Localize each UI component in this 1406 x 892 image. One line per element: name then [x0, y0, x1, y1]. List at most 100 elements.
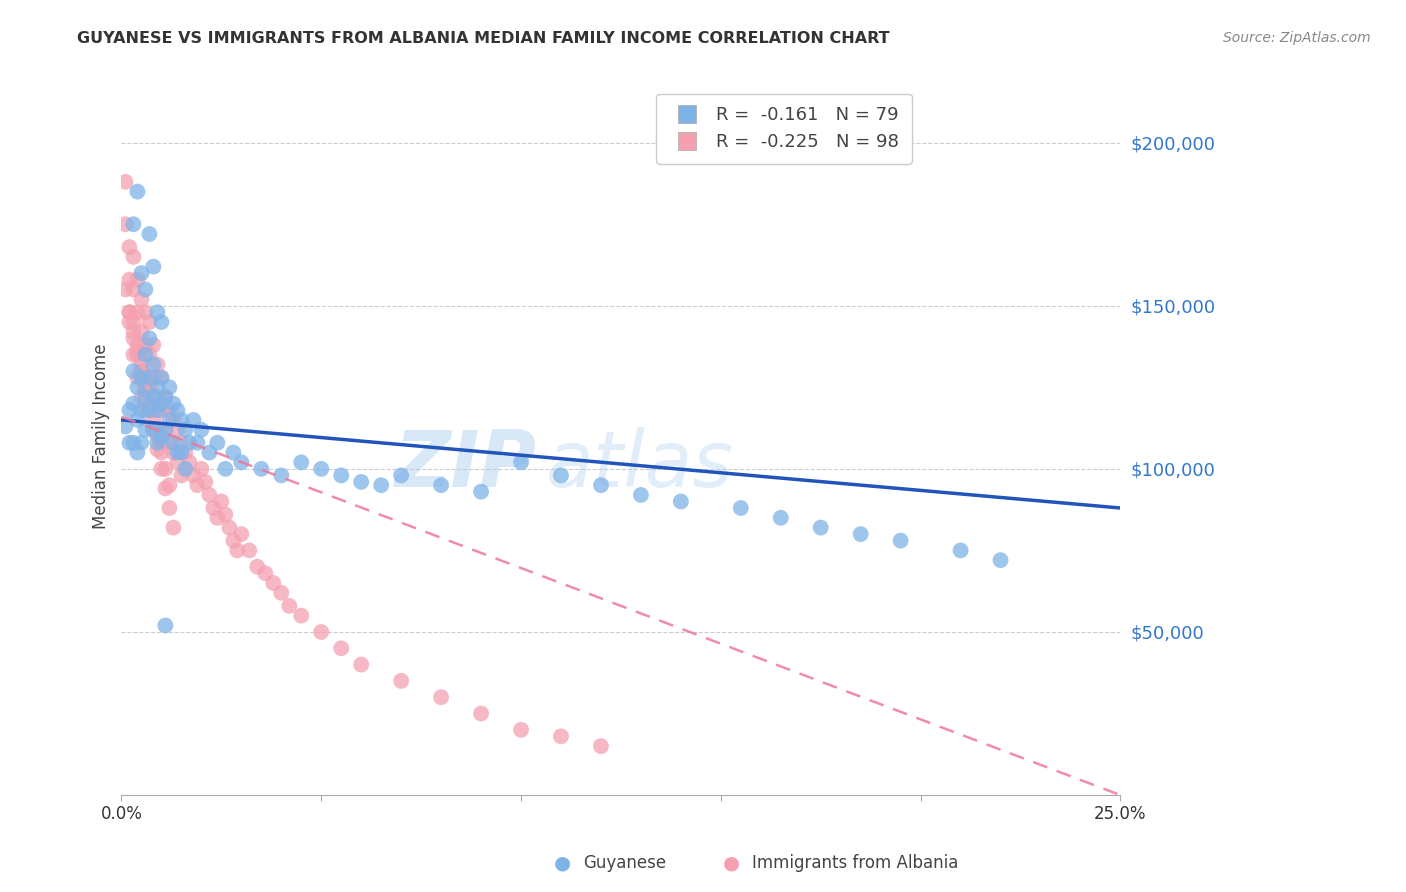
Point [127, 413, 149, 427]
Point [226, 543, 249, 558]
Text: ●: ● [554, 854, 571, 872]
Point [138, 331, 160, 345]
Point [131, 364, 153, 378]
Point [157, 380, 180, 394]
Point [170, 445, 193, 459]
Point [138, 403, 160, 417]
Point [131, 435, 153, 450]
Point [150, 445, 173, 459]
Point [138, 403, 160, 417]
Point [207, 435, 229, 450]
Point [589, 478, 612, 492]
Point [114, 419, 136, 434]
Point [146, 380, 169, 394]
Point [179, 455, 201, 469]
Point [127, 370, 149, 384]
Point [155, 482, 177, 496]
Point [134, 384, 156, 398]
Point [730, 501, 752, 516]
Point [250, 462, 273, 476]
Point [142, 358, 165, 372]
Point [290, 608, 312, 623]
Point [162, 413, 184, 427]
Point [166, 423, 188, 437]
Point [990, 553, 1012, 567]
Point [218, 520, 240, 534]
Point [157, 403, 180, 417]
Point [194, 475, 217, 489]
Point [134, 305, 156, 319]
Point [389, 468, 412, 483]
Point [166, 445, 188, 459]
Point [146, 442, 169, 457]
Point [162, 435, 184, 450]
Point [150, 370, 173, 384]
Point [142, 413, 165, 427]
Point [190, 423, 212, 437]
Point [146, 435, 169, 450]
Point [162, 520, 184, 534]
Point [330, 468, 353, 483]
Point [389, 673, 412, 688]
Point [202, 501, 225, 516]
Point [134, 403, 156, 417]
Point [157, 413, 180, 427]
Point [262, 576, 284, 591]
Point [150, 462, 173, 476]
Point [222, 533, 245, 548]
Point [142, 338, 165, 352]
Point [510, 723, 533, 737]
Point [890, 533, 912, 548]
Point [138, 370, 160, 384]
Point [190, 462, 212, 476]
Point [183, 468, 205, 483]
Point [134, 380, 156, 394]
Y-axis label: Median Family Income: Median Family Income [93, 343, 110, 529]
Point [231, 527, 253, 541]
Text: GUYANESE VS IMMIGRANTS FROM ALBANIA MEDIAN FAMILY INCOME CORRELATION CHART: GUYANESE VS IMMIGRANTS FROM ALBANIA MEDI… [77, 31, 890, 46]
Point [118, 305, 141, 319]
Point [122, 250, 145, 264]
Point [231, 455, 253, 469]
Point [131, 292, 153, 306]
Point [309, 624, 332, 639]
Point [138, 315, 160, 329]
Point [138, 380, 160, 394]
Point [278, 599, 301, 613]
Point [155, 462, 177, 476]
Point [146, 305, 169, 319]
Point [122, 435, 145, 450]
Point [810, 520, 832, 534]
Point [222, 445, 245, 459]
Point [118, 305, 141, 319]
Point [589, 739, 612, 753]
Point [246, 559, 269, 574]
Point [309, 462, 332, 476]
Point [150, 397, 173, 411]
Point [170, 435, 193, 450]
Point [157, 501, 180, 516]
Point [270, 586, 292, 600]
Point [142, 370, 165, 384]
Point [849, 527, 872, 541]
Point [131, 390, 153, 404]
Point [238, 543, 260, 558]
Point [150, 315, 173, 329]
Point [114, 283, 136, 297]
Point [170, 413, 193, 427]
Point [127, 338, 149, 352]
Point [142, 260, 165, 274]
Point [550, 468, 572, 483]
Point [118, 403, 141, 417]
Point [214, 508, 236, 522]
Point [146, 390, 169, 404]
Point [150, 370, 173, 384]
Point [198, 445, 221, 459]
Point [122, 348, 145, 362]
Point [122, 331, 145, 345]
Point [131, 358, 153, 372]
Point [179, 435, 201, 450]
Point [118, 240, 141, 254]
Point [122, 397, 145, 411]
Point [131, 325, 153, 339]
